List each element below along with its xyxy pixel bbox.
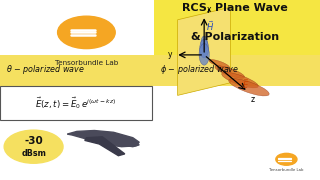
Polygon shape	[122, 141, 139, 147]
Circle shape	[4, 130, 63, 163]
Text: & Polarization: & Polarization	[191, 32, 279, 42]
Text: RCS, Plane Wave: RCS, Plane Wave	[182, 3, 288, 13]
FancyBboxPatch shape	[154, 0, 320, 86]
Text: $\vec{E}(z,t) = \vec{E}_0\,e^{j(\omega t - kz)}$: $\vec{E}(z,t) = \vec{E}_0\,e^{j(\omega t…	[35, 95, 116, 111]
Polygon shape	[67, 130, 139, 147]
Ellipse shape	[209, 60, 229, 68]
Text: Tensorbundle Lab: Tensorbundle Lab	[55, 60, 118, 66]
Text: dBsm: dBsm	[21, 149, 46, 158]
Text: $\phi$ $-$ $\it{polarized\ wave}$: $\phi$ $-$ $\it{polarized\ wave}$	[160, 63, 239, 76]
Ellipse shape	[199, 44, 209, 65]
Text: $\vec{E}$: $\vec{E}$	[242, 77, 249, 91]
Circle shape	[58, 16, 115, 49]
FancyBboxPatch shape	[0, 86, 152, 120]
Ellipse shape	[229, 79, 269, 96]
Ellipse shape	[222, 72, 258, 88]
Text: y: y	[168, 50, 172, 59]
Ellipse shape	[201, 36, 207, 50]
Text: $\theta$ $-$ $\it{polarized\ wave}$: $\theta$ $-$ $\it{polarized\ wave}$	[6, 63, 85, 76]
Text: $\vec{H}$: $\vec{H}$	[206, 19, 215, 33]
Text: Tensorbundle Lab: Tensorbundle Lab	[269, 168, 304, 172]
Text: z: z	[250, 94, 254, 103]
Text: -30: -30	[24, 136, 43, 146]
FancyBboxPatch shape	[0, 55, 320, 86]
Circle shape	[276, 153, 297, 165]
Polygon shape	[85, 137, 125, 156]
Ellipse shape	[215, 66, 244, 78]
Polygon shape	[178, 7, 230, 95]
Text: x: x	[207, 4, 211, 14]
Ellipse shape	[200, 39, 209, 58]
